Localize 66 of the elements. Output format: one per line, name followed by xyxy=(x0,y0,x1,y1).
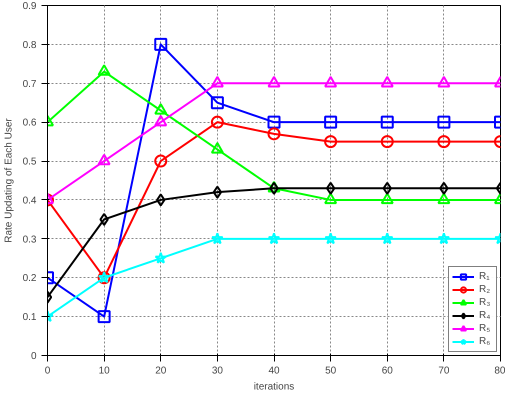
legend-label: R₆ xyxy=(479,335,492,348)
legend-label: R₃ xyxy=(479,296,492,309)
x-tick-label: 20 xyxy=(155,366,167,376)
y-tick-label: 0.1 xyxy=(22,312,37,324)
point xyxy=(211,232,224,244)
point xyxy=(269,182,279,195)
point xyxy=(268,232,280,244)
point xyxy=(98,310,111,324)
y-tick-label: 0.5 xyxy=(22,156,37,168)
point xyxy=(380,135,394,148)
point xyxy=(437,135,450,148)
point xyxy=(268,76,280,88)
point xyxy=(210,76,224,88)
point xyxy=(154,252,167,264)
y-tick-label: 0.9 xyxy=(22,1,37,12)
point xyxy=(438,232,450,244)
x-axis-title: iterations xyxy=(254,382,294,392)
legend-label: R₅ xyxy=(479,322,492,335)
y-axis-title: Rate Updating of Each User xyxy=(4,118,15,243)
point xyxy=(210,116,224,129)
x-tick-label: 60 xyxy=(382,366,394,376)
point xyxy=(380,116,394,129)
point xyxy=(324,192,338,204)
point xyxy=(380,76,394,88)
point xyxy=(154,114,168,126)
y-tick-label: 0.7 xyxy=(22,78,37,90)
legend-label: R₂ xyxy=(479,283,492,296)
point xyxy=(210,96,224,110)
x-tick-label: 70 xyxy=(438,366,450,376)
point xyxy=(268,127,280,140)
y-tick-label: 0.2 xyxy=(22,273,37,284)
x-tick-label: 40 xyxy=(268,366,280,376)
point xyxy=(99,212,109,226)
y-tick-label: 0.3 xyxy=(22,234,37,246)
y-tick-label: 0.4 xyxy=(22,195,37,206)
point xyxy=(437,116,450,129)
point xyxy=(437,76,450,88)
point xyxy=(98,64,111,76)
legend-label: R₄ xyxy=(479,309,492,322)
point xyxy=(380,192,394,204)
point xyxy=(98,154,111,166)
point xyxy=(382,182,392,195)
point xyxy=(154,154,168,168)
x-tick-label: 0 xyxy=(44,366,51,376)
point xyxy=(212,186,222,199)
point xyxy=(324,232,337,244)
point xyxy=(210,142,224,154)
point xyxy=(437,192,450,204)
point xyxy=(326,182,336,195)
y-tick-label: 0.8 xyxy=(22,40,37,51)
x-tick-label: 80 xyxy=(494,366,506,376)
point xyxy=(381,232,394,244)
point xyxy=(439,182,449,195)
y-tick-label: 0.6 xyxy=(22,118,37,129)
x-tick-label: 10 xyxy=(98,366,110,376)
point xyxy=(154,38,168,51)
point xyxy=(324,135,338,148)
point xyxy=(154,103,168,115)
y-tick-label: 0 xyxy=(30,351,37,362)
x-tick-label: 30 xyxy=(212,366,224,376)
x-tick-label: 50 xyxy=(325,366,337,376)
point xyxy=(324,76,338,88)
point xyxy=(324,116,338,129)
point xyxy=(268,116,280,129)
legend-label: R₁ xyxy=(479,270,491,283)
point xyxy=(156,193,166,206)
